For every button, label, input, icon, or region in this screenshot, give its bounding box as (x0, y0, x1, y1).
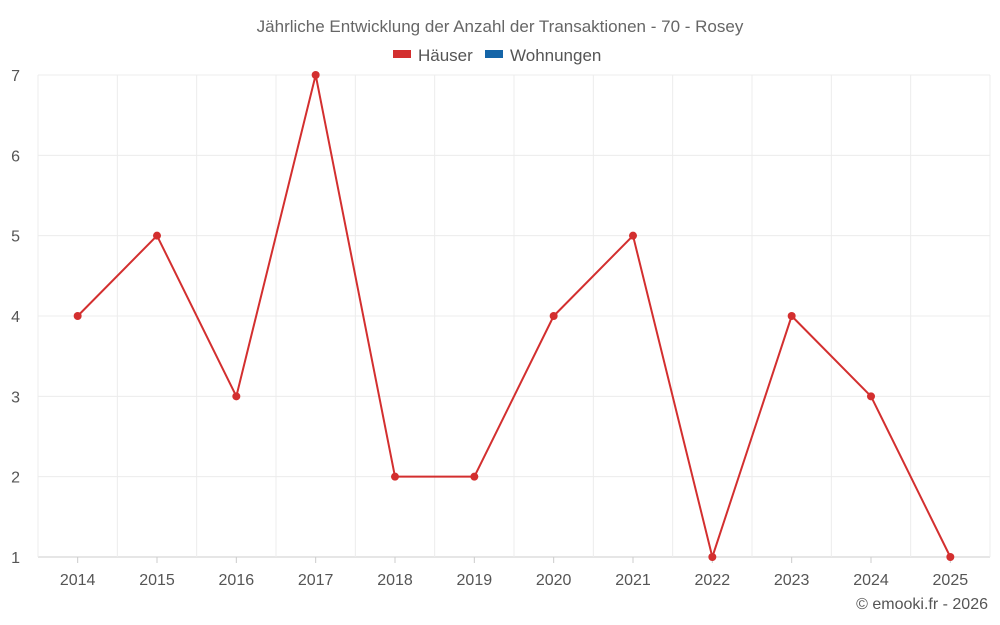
x-tick-label: 2022 (695, 572, 731, 589)
chart-title: Jährliche Entwicklung der Anzahl der Tra… (257, 17, 744, 36)
data-point[interactable] (311, 71, 320, 79)
x-tick-label: 2015 (139, 572, 175, 589)
y-tick-label: 7 (11, 68, 20, 85)
x-tick-label: 2025 (933, 572, 969, 589)
data-point[interactable] (787, 312, 796, 320)
y-tick-label: 1 (11, 550, 20, 567)
x-tick-label: 2014 (60, 572, 96, 589)
legend: Häuser Wohnungen (393, 46, 601, 65)
data-point[interactable] (391, 472, 399, 481)
y-tick-label: 4 (11, 309, 20, 326)
x-tick-label: 2023 (774, 572, 810, 589)
legend-swatch-wohnungen (485, 50, 503, 58)
y-tick-label: 2 (11, 470, 20, 487)
x-tick-label: 2018 (377, 572, 413, 589)
credit: © emooki.fr - 2026 (856, 596, 988, 613)
data-point[interactable] (153, 231, 161, 240)
data-point[interactable] (73, 312, 82, 320)
legend-item-wohnungen[interactable]: Wohnungen (485, 46, 601, 65)
data-point[interactable] (867, 392, 875, 401)
y-tick-label: 3 (11, 389, 20, 406)
series-haeuser (73, 71, 955, 561)
axes: 1 2 3 4 5 6 7 2014 2015 2016 2017 2018 2019 2020 2021 2… (11, 68, 968, 589)
data-point[interactable] (629, 231, 637, 240)
series-line (76, 74, 952, 558)
legend-swatch-haeuser (393, 50, 411, 58)
x-tick-label: 2016 (219, 572, 255, 589)
data-point[interactable] (549, 312, 558, 320)
x-tick-label: 2019 (457, 572, 493, 589)
legend-label-haeuser: Häuser (418, 46, 473, 65)
x-tick-label: 2021 (615, 572, 651, 589)
x-tick-label: 2020 (536, 572, 572, 589)
data-point[interactable] (470, 472, 479, 481)
grid (37, 74, 991, 558)
x-tick-label: 2024 (853, 572, 889, 589)
legend-item-haeuser[interactable]: Häuser (393, 46, 473, 65)
x-tick-label: 2017 (298, 572, 334, 589)
y-tick-label: 5 (11, 229, 20, 246)
data-point[interactable] (946, 553, 955, 561)
data-point[interactable] (232, 392, 241, 401)
y-tick-label: 6 (11, 148, 20, 165)
data-point[interactable] (708, 553, 717, 561)
legend-label-wohnungen: Wohnungen (510, 46, 601, 65)
